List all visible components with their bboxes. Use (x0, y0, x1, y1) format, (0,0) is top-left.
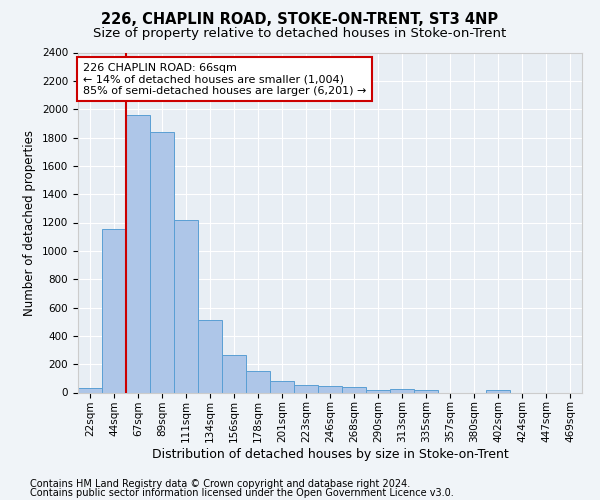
Text: Contains HM Land Registry data © Crown copyright and database right 2024.: Contains HM Land Registry data © Crown c… (30, 479, 410, 489)
Bar (102, 229, 126, 392)
Bar (126, 115, 150, 392)
Bar (198, 320, 222, 392)
Bar (222, 355, 246, 393)
Bar (174, 220, 198, 392)
Bar (366, 390, 390, 392)
Text: Contains public sector information licensed under the Open Government Licence v3: Contains public sector information licen… (30, 488, 454, 498)
Text: 226, CHAPLIN ROAD, STOKE-ON-TRENT, ST3 4NP: 226, CHAPLIN ROAD, STOKE-ON-TRENT, ST3 4… (101, 12, 499, 28)
X-axis label: Distribution of detached houses by size in Stoke-on-Trent: Distribution of detached houses by size … (152, 448, 508, 461)
Y-axis label: Number of detached properties: Number of detached properties (23, 130, 37, 316)
Bar (390, 389, 414, 392)
Bar (486, 390, 510, 392)
Bar (318, 386, 342, 392)
Bar (342, 387, 366, 392)
Bar (246, 370, 270, 392)
Bar (78, 388, 102, 392)
Bar (270, 381, 294, 392)
Bar (150, 132, 174, 392)
Text: Size of property relative to detached houses in Stoke-on-Trent: Size of property relative to detached ho… (94, 28, 506, 40)
Bar (294, 386, 318, 392)
Text: 226 CHAPLIN ROAD: 66sqm
← 14% of detached houses are smaller (1,004)
85% of semi: 226 CHAPLIN ROAD: 66sqm ← 14% of detache… (83, 62, 367, 96)
Bar (414, 390, 438, 392)
